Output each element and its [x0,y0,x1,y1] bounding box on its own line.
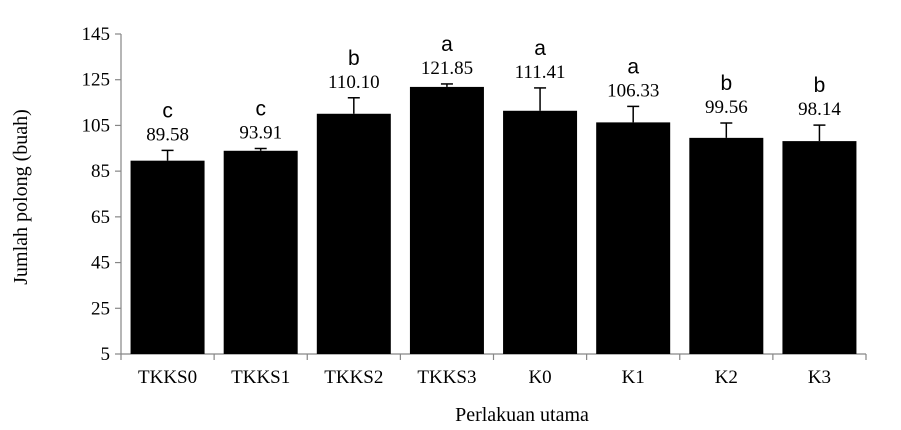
value-label: 111.41 [515,62,566,83]
x-tick-label: K3 [808,367,831,388]
y-tick-label: 105 [82,115,111,136]
bar-k0 [503,110,578,354]
value-label: 99.56 [705,97,748,118]
y-axis-title: Jumlah polong (buah) [10,109,32,285]
x-tick-label: K2 [715,367,738,388]
y-axis: 5 25 45 65 85 105 125 145 [82,24,122,365]
bars [130,86,857,355]
x-tick-label: TKKS3 [417,367,476,388]
y-tick-label: 125 [82,70,111,91]
x-tick-label: TKKS0 [138,367,197,388]
bar-tkks1 [223,150,298,354]
significance-label: c [162,99,173,122]
value-label: 93.91 [239,122,282,143]
y-tick-label: 65 [91,207,110,228]
value-label: 121.85 [421,58,473,79]
bar-k1 [596,122,671,354]
value-label: 89.58 [146,124,189,145]
bar-k3 [782,141,857,354]
significance-label: b [720,72,732,95]
bar-tkks0 [130,160,205,354]
x-tick-label: TKKS1 [231,367,290,388]
y-tick-label: 5 [101,344,111,365]
significance-label: b [348,47,360,70]
y-tick-label: 25 [91,298,110,319]
value-label: 110.10 [328,72,380,93]
significance-label: a [627,55,639,78]
x-tick-label: K0 [528,367,551,388]
error-bars [161,83,826,161]
value-label: 98.14 [798,99,841,120]
y-tick-label: 85 [91,161,110,182]
value-label: 106.33 [607,80,659,101]
bar-tkks2 [316,113,391,355]
x-tick-label: K1 [622,367,645,388]
y-tick-label: 45 [91,253,110,274]
significance-label: a [534,37,546,60]
y-tick-label: 145 [82,24,111,45]
x-tick-label: TKKS2 [324,367,383,388]
significance-label: b [814,74,826,97]
bar-k2 [689,137,764,354]
significance-label: c [255,97,266,120]
x-axis-title: Perlakuan utama [455,404,589,426]
bar-tkks3 [409,86,484,355]
x-axis: TKKS0 TKKS1 TKKS2 TKKS3 K0 K1 K2 K3 [120,353,867,388]
significance-label: a [441,33,453,56]
